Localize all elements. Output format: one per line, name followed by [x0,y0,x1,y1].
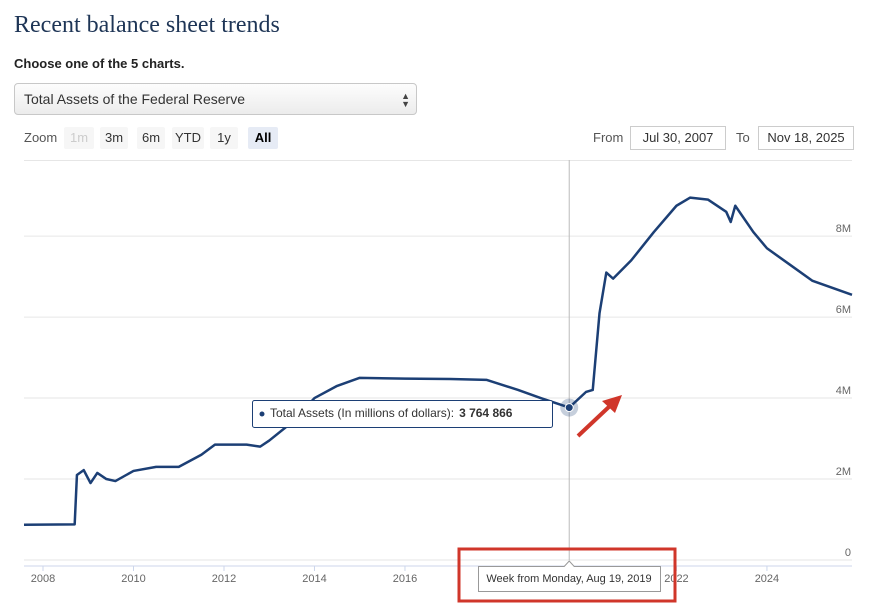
tooltip-value: 3 764 866 [459,406,513,420]
x-tick-label: 2014 [302,573,326,585]
hover-marker [564,403,574,413]
tooltip-box [252,400,553,428]
page-title: Recent balance sheet trends [14,12,280,38]
zoom-button: 1m [64,127,94,149]
x-tick-label: 2008 [31,573,55,585]
arrow-head [602,395,622,413]
date-tooltip-text: Week from Monday, Aug 19, 2019 [486,573,651,585]
highlight-box [457,547,677,603]
to-input[interactable]: Nov 18, 2025 [758,126,854,150]
date-tooltip-box [478,560,661,592]
zoom-button[interactable]: 6m [137,127,165,149]
tooltip-bullet [259,411,265,417]
y-tick-label: 2M [836,466,851,478]
select-arrows: ▲ ▼ [401,91,410,109]
x-tick-label: 2012 [212,573,236,585]
y-tick-label: 0 [845,547,851,559]
chart-select[interactable]: Total Assets of the Federal Reserve ▲ ▼ [14,83,417,115]
zoom-button[interactable]: 1y [210,127,238,149]
y-tick-label: 6M [836,304,851,316]
to-label: To [736,130,750,145]
selected-option: Total Assets of the Federal Reserve [24,91,245,107]
series-line [23,196,853,527]
zoom-button[interactable]: All [248,127,278,149]
y-tick-label: 8M [836,223,851,235]
zoom-button[interactable]: 3m [100,127,128,149]
x-tick-label: 2016 [393,573,417,585]
x-tick-label: 2024 [755,573,779,585]
prompt: Choose one of the 5 charts. [14,56,185,71]
from-label: From [593,130,624,145]
tooltip-text: Total Assets (In millions of dollars): 3 … [270,406,513,420]
y-tick-label: 4M [836,385,851,397]
x-tick-label: 2010 [121,573,145,585]
zoom-button[interactable]: YTD [172,127,204,149]
from-input[interactable]: Jul 30, 2007 [630,126,726,150]
tooltip-series: Total Assets (In millions of dollars): [270,406,454,420]
annotation-arrow [576,402,614,438]
zoom-label: Zoom [24,130,58,145]
